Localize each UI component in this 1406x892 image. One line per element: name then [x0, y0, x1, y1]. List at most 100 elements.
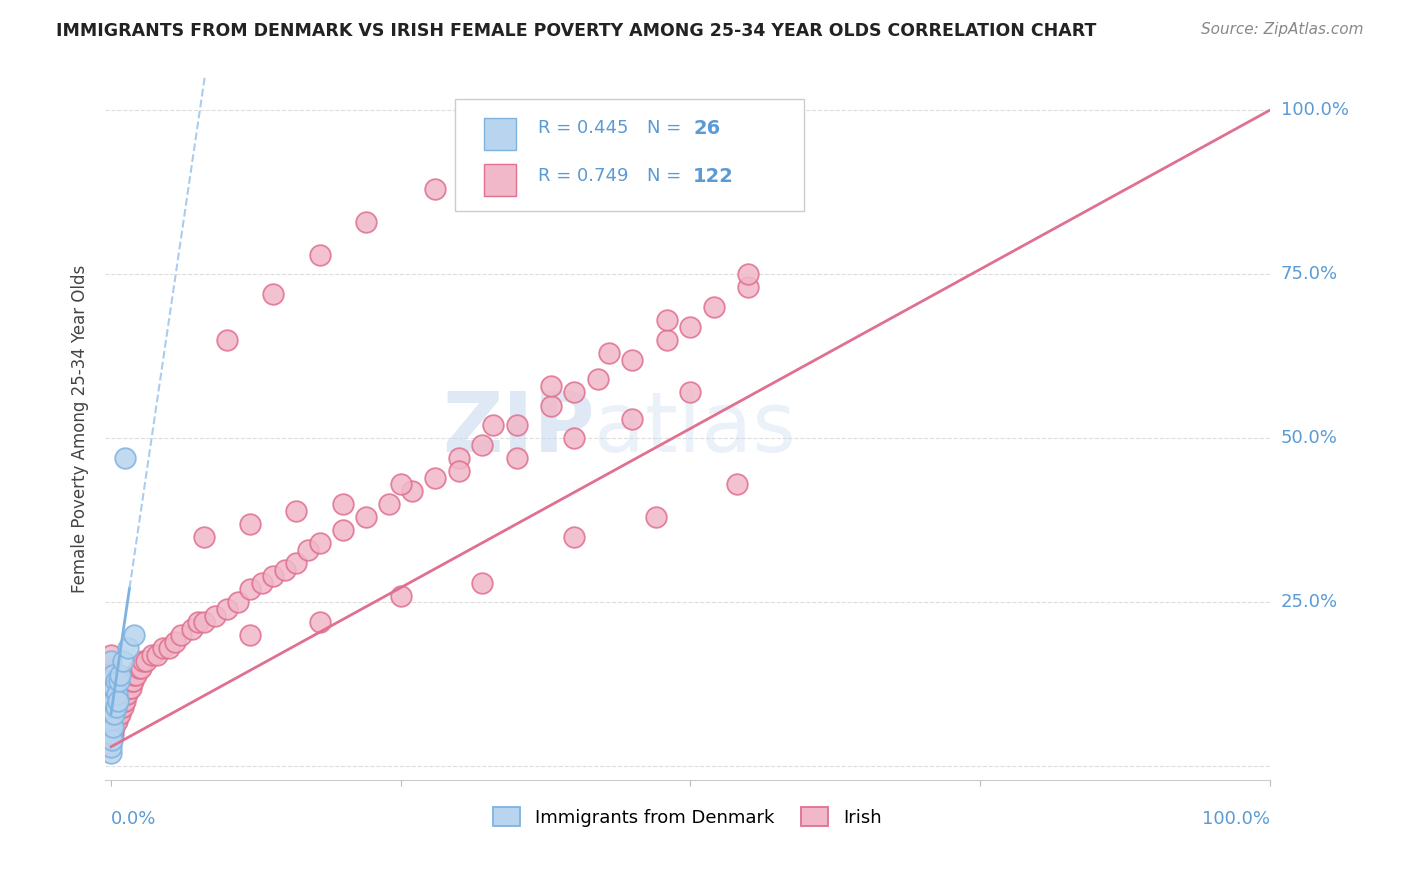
Point [447, 451, 470, 466]
Text: 0.0%: 0.0% [111, 810, 156, 828]
Point [425, 182, 447, 196]
Point [115, 687, 138, 701]
Point [110, 667, 132, 681]
Point [100, 655, 122, 669]
Point [274, 563, 297, 577]
Point [425, 471, 447, 485]
Point [308, 536, 330, 550]
Point [702, 300, 724, 314]
Text: 122: 122 [693, 167, 734, 186]
Point [505, 418, 527, 433]
Point [103, 720, 125, 734]
Point [181, 622, 204, 636]
Point [564, 530, 586, 544]
Point [157, 641, 180, 656]
Text: Source: ZipAtlas.com: Source: ZipAtlas.com [1201, 22, 1364, 37]
Point [115, 687, 138, 701]
Point [114, 694, 136, 708]
Point [239, 582, 262, 597]
Point [108, 674, 131, 689]
Point [564, 431, 586, 445]
Point [114, 451, 136, 466]
Point [141, 648, 163, 662]
Point [354, 510, 377, 524]
Point [101, 667, 124, 681]
Point [104, 714, 127, 728]
Text: 50.0%: 50.0% [1281, 429, 1337, 448]
Point [100, 714, 122, 728]
Point [103, 694, 125, 708]
Point [228, 595, 250, 609]
Point [621, 352, 644, 367]
Point [389, 477, 412, 491]
Point [215, 602, 238, 616]
Text: R = 0.749: R = 0.749 [538, 168, 628, 186]
Point [100, 700, 122, 714]
Point [122, 667, 145, 681]
Point [100, 747, 122, 761]
Point [100, 720, 122, 734]
Text: N =: N = [647, 120, 686, 137]
Point [471, 575, 494, 590]
Point [564, 385, 586, 400]
Point [122, 674, 145, 689]
Point [105, 700, 128, 714]
Point [193, 615, 215, 629]
Point [101, 733, 124, 747]
Point [482, 418, 505, 433]
Point [204, 608, 226, 623]
Point [121, 674, 143, 689]
Text: N =: N = [647, 168, 686, 186]
Point [100, 681, 122, 695]
Point [125, 667, 148, 681]
Point [104, 706, 127, 721]
Point [103, 706, 125, 721]
Point [103, 720, 125, 734]
Point [103, 681, 125, 695]
Point [332, 523, 354, 537]
Point [101, 720, 124, 734]
Point [239, 628, 262, 642]
Point [100, 674, 122, 689]
Point [737, 268, 759, 282]
Point [103, 694, 125, 708]
Point [100, 727, 122, 741]
Point [103, 681, 125, 695]
Point [378, 497, 401, 511]
Point [107, 706, 129, 721]
Point [135, 655, 157, 669]
Point [169, 628, 191, 642]
Point [101, 727, 124, 741]
Point [108, 706, 131, 721]
Point [193, 530, 215, 544]
Point [285, 556, 308, 570]
Point [354, 215, 377, 229]
Point [103, 687, 125, 701]
Point [118, 681, 141, 695]
Point [128, 661, 150, 675]
Point [100, 706, 122, 721]
Point [103, 714, 125, 728]
Point [100, 674, 122, 689]
Point [100, 700, 122, 714]
Point [101, 714, 124, 728]
Point [679, 385, 702, 400]
Point [250, 575, 273, 590]
Point [101, 681, 124, 695]
Point [239, 516, 262, 531]
Point [105, 687, 128, 701]
Point [737, 280, 759, 294]
Y-axis label: Female Poverty Among 25-34 Year Olds: Female Poverty Among 25-34 Year Olds [72, 264, 89, 592]
Point [100, 687, 122, 701]
Point [103, 714, 125, 728]
Point [110, 700, 132, 714]
Point [644, 510, 666, 524]
Point [725, 477, 748, 491]
Point [101, 694, 124, 708]
Point [100, 661, 122, 675]
Point [105, 687, 128, 701]
Point [101, 706, 124, 721]
Point [297, 543, 319, 558]
Point [308, 615, 330, 629]
Point [100, 694, 122, 708]
